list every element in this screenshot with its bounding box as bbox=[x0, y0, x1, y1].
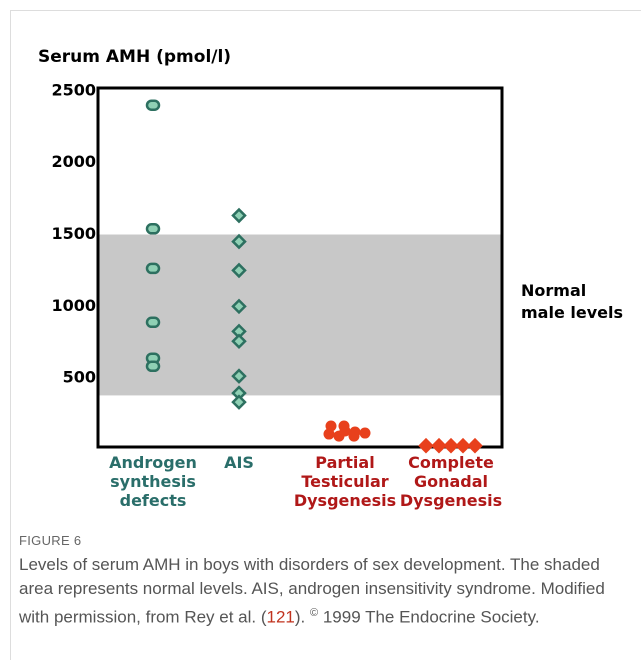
diamond-marker bbox=[231, 233, 247, 250]
y-tick-label: 2500 bbox=[51, 80, 96, 99]
diamond-marker bbox=[431, 437, 447, 454]
circle-marker bbox=[339, 425, 351, 437]
normal-range-band bbox=[98, 234, 502, 396]
y-tick-label: 1500 bbox=[51, 224, 96, 243]
circle-marker bbox=[359, 427, 371, 439]
y-axis-label: Serum AMH (pmol/l) bbox=[38, 47, 231, 67]
circle-marker bbox=[323, 428, 335, 440]
y-tick-label: 2000 bbox=[51, 152, 96, 171]
diamond-marker bbox=[418, 437, 434, 454]
y-tick-label: 500 bbox=[63, 368, 96, 387]
diamond-marker bbox=[231, 262, 247, 279]
diamond-marker bbox=[231, 333, 247, 350]
circle-marker bbox=[348, 430, 360, 442]
caption: Levels of serum AMH in boys with disorde… bbox=[19, 553, 629, 630]
x-category-label: Complete Gonadal Dysgenesis bbox=[399, 453, 503, 510]
caption-text: 1999 The Endocrine Society. bbox=[318, 607, 540, 627]
x-category-label: Partial Testicular Dysgenesis bbox=[293, 453, 397, 510]
diamond-marker bbox=[231, 207, 247, 224]
oval-marker bbox=[145, 316, 161, 329]
oval-marker bbox=[145, 99, 161, 111]
x-category-label: Androgen synthesis defects bbox=[109, 453, 197, 510]
band-label: Normal male levels bbox=[521, 281, 623, 322]
y-tick-label: 1000 bbox=[51, 296, 96, 315]
diamond-marker bbox=[455, 437, 471, 454]
diamond-marker bbox=[443, 437, 459, 454]
figure-label: FIGURE 6 bbox=[19, 533, 82, 548]
figure-frame bbox=[10, 10, 641, 660]
oval-marker bbox=[145, 262, 161, 275]
plot-frame bbox=[96, 86, 504, 449]
reference-link[interactable]: 121 bbox=[266, 607, 295, 627]
oval-marker bbox=[145, 360, 161, 373]
diamond-marker bbox=[231, 394, 247, 410]
caption-text: ). bbox=[294, 607, 310, 627]
x-category-label: AIS bbox=[224, 453, 254, 472]
diamond-marker bbox=[231, 298, 247, 315]
diamond-marker bbox=[467, 437, 483, 454]
oval-marker bbox=[145, 223, 161, 235]
caption-text: Levels of serum AMH in boys with disorde… bbox=[19, 555, 605, 627]
diamond-marker bbox=[231, 368, 247, 384]
copyright: © bbox=[310, 607, 319, 619]
chart: Serum AMH (pmol/l) 500 1000 1500 2000 2500 bbox=[38, 47, 504, 454]
